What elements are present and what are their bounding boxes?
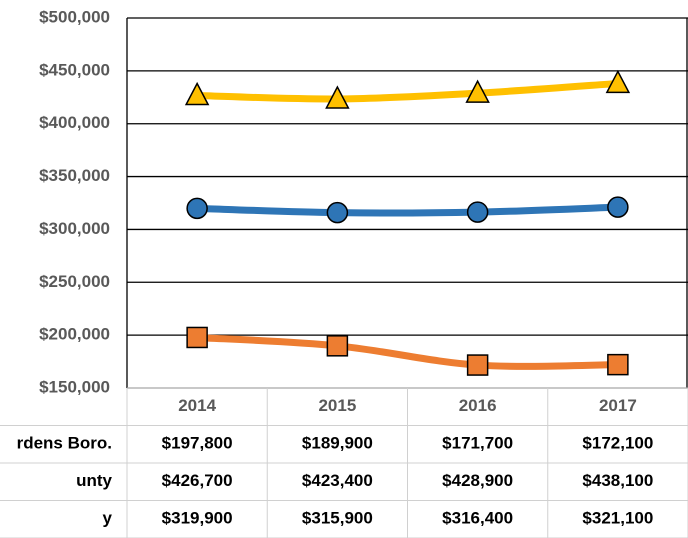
table-cell: $197,800 <box>162 434 233 453</box>
marker <box>605 69 631 94</box>
table-cell: $315,900 <box>302 509 373 528</box>
marker <box>607 196 629 218</box>
y-tick-label: $450,000 <box>39 60 110 79</box>
marker <box>184 81 210 106</box>
marker <box>466 354 489 376</box>
table-cell: $428,900 <box>442 471 513 490</box>
series-line <box>193 333 622 370</box>
y-tick-label: $500,000 <box>39 7 110 26</box>
table-cell: $171,700 <box>442 434 513 453</box>
x-tick-label: 2017 <box>599 396 637 415</box>
marker <box>326 335 349 357</box>
y-tick-label: $250,000 <box>39 272 110 291</box>
table-cell: $172,100 <box>582 434 653 453</box>
series-line <box>193 79 622 103</box>
y-tick-label: $300,000 <box>39 219 110 238</box>
marker <box>186 197 208 220</box>
marker <box>326 201 349 224</box>
marker <box>466 201 489 223</box>
table-cell: $319,900 <box>162 509 233 528</box>
marker <box>465 79 490 103</box>
table-cell: $321,100 <box>582 509 653 528</box>
series-line <box>193 203 622 217</box>
legend-label: y <box>103 509 113 528</box>
x-tick-label: 2014 <box>178 396 216 415</box>
x-tick-label: 2016 <box>459 396 497 415</box>
y-tick-label: $400,000 <box>39 113 110 132</box>
marker <box>186 326 208 349</box>
marker <box>325 85 350 109</box>
y-tick-label: $200,000 <box>39 325 110 344</box>
table-cell: $423,400 <box>302 471 373 490</box>
y-tick-label: $350,000 <box>39 166 110 185</box>
table-cell: $189,900 <box>302 434 373 453</box>
table-cell: $426,700 <box>162 471 233 490</box>
table-cell: $438,100 <box>582 471 653 490</box>
x-tick-label: 2015 <box>318 396 356 415</box>
marker <box>607 353 629 376</box>
table-cell: $316,400 <box>442 509 513 528</box>
legend-label: rdens Boro. <box>17 434 112 453</box>
legend-label: unty <box>76 471 112 490</box>
y-tick-label: $150,000 <box>39 377 110 396</box>
